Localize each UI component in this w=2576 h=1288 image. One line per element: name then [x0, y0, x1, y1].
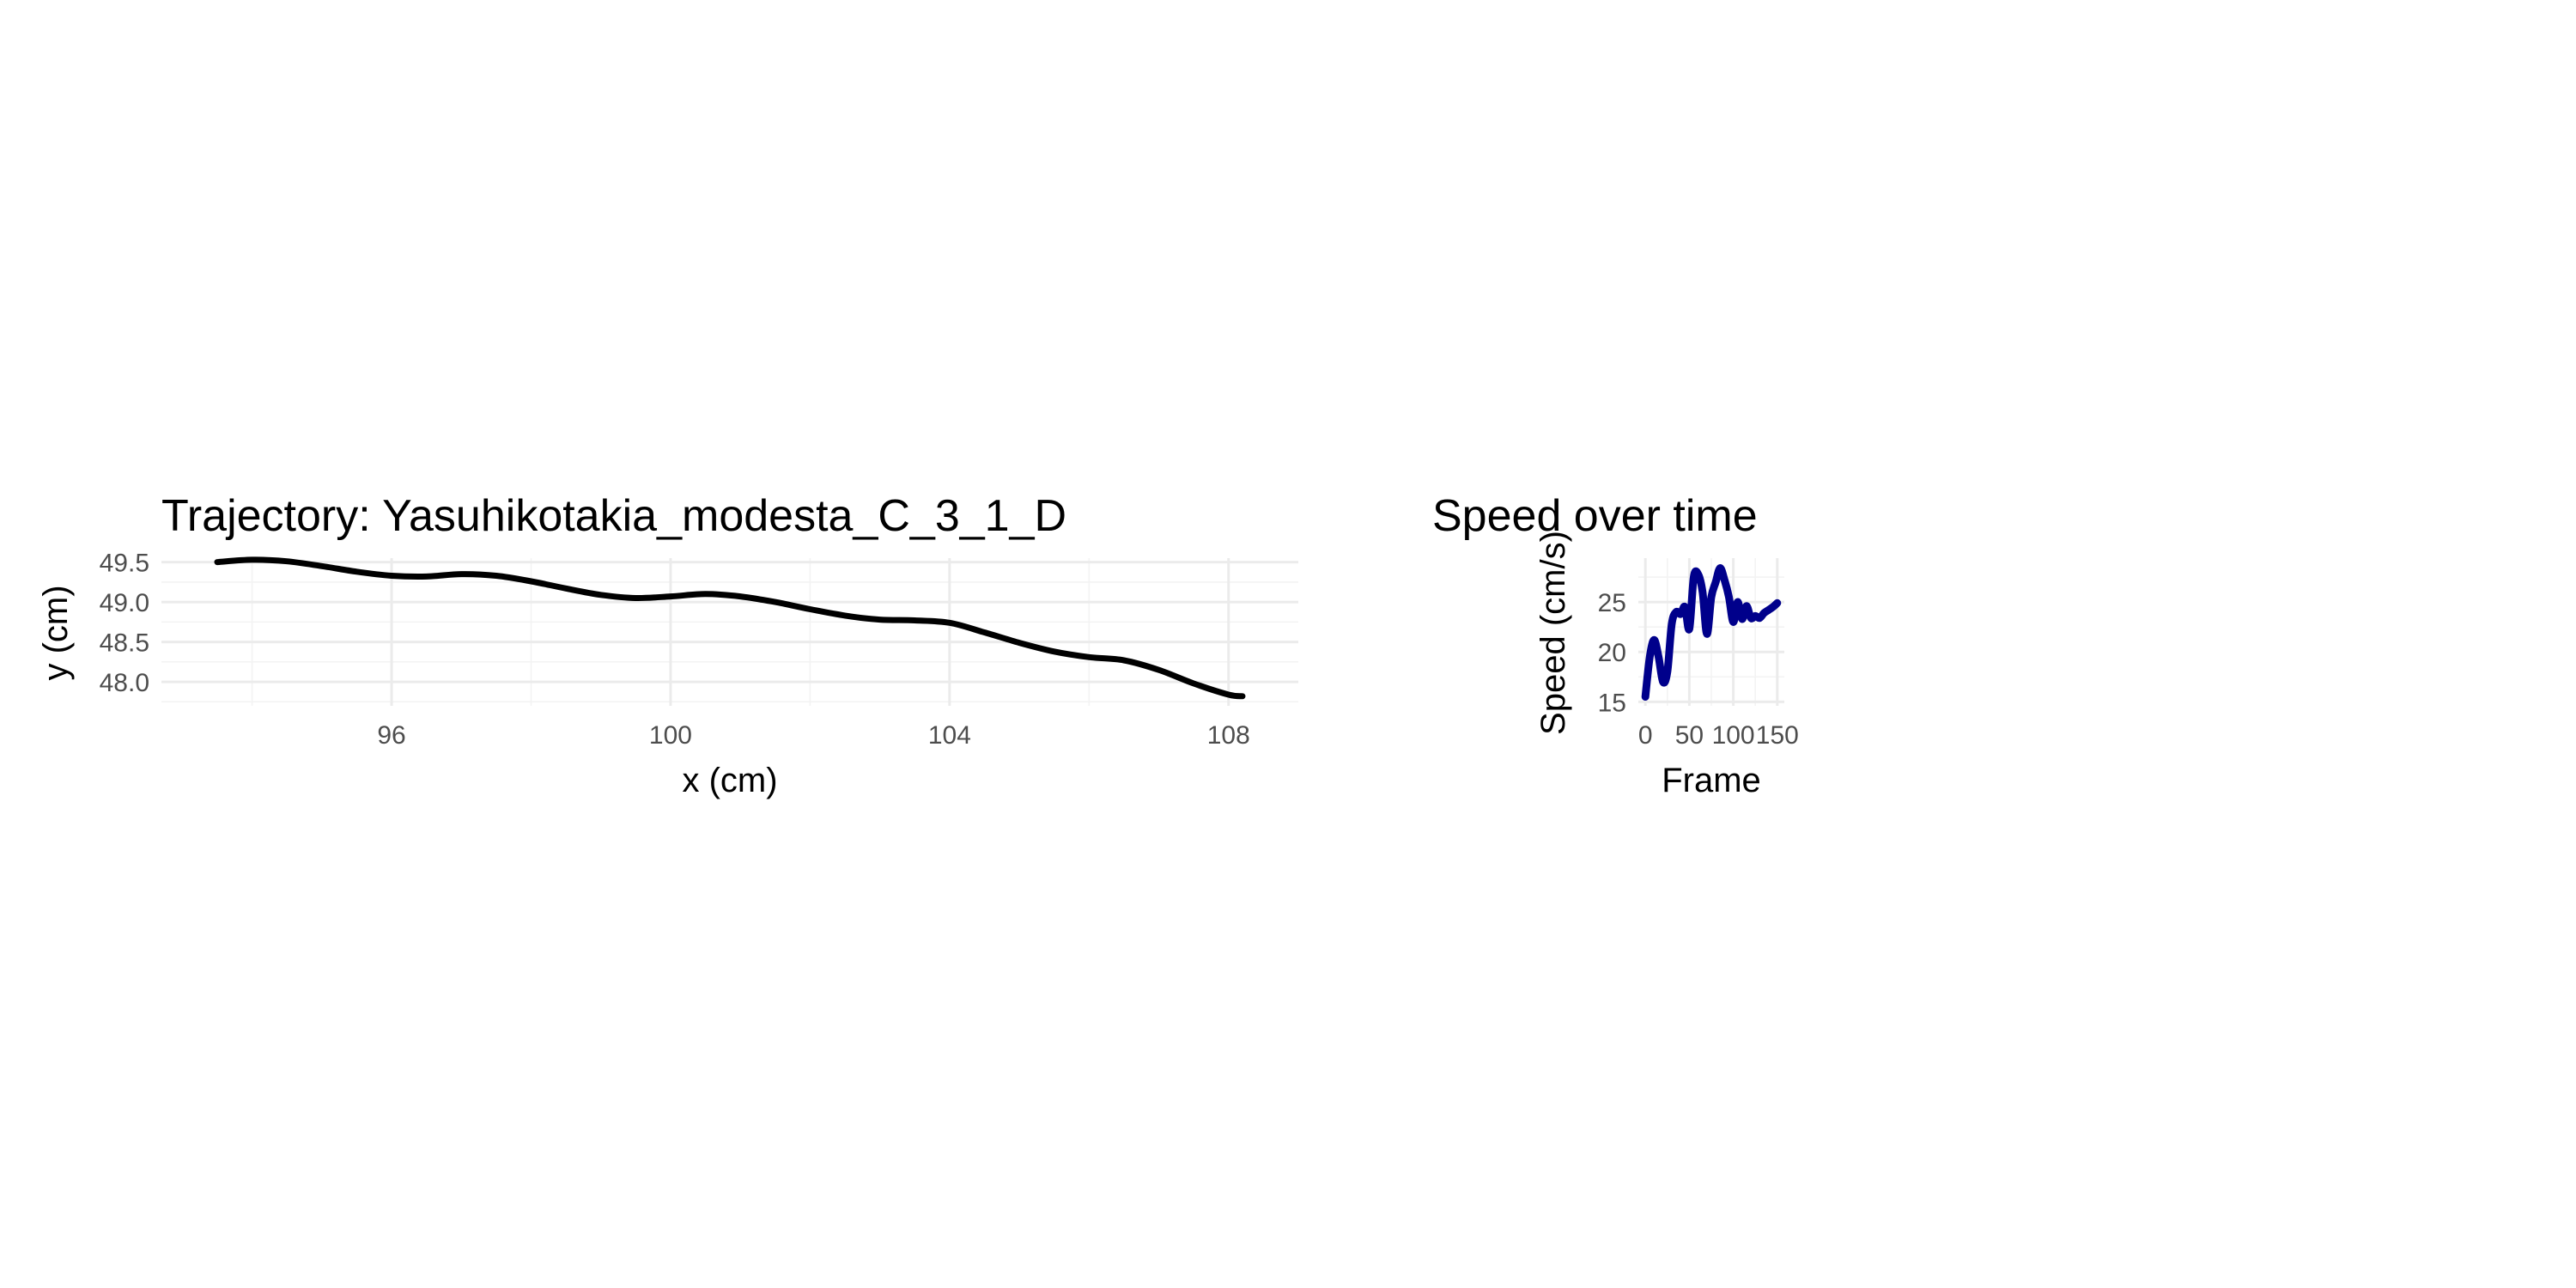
trajectory-panel: Trajectory: Yasuhikotakia_modesta_C_3_1_… — [37, 491, 1298, 799]
speed-x-tick-labels: 0 50 100 150 — [1638, 721, 1799, 750]
trajectory-y-tick-label: 49.5 — [100, 550, 149, 578]
trajectory-line-layer — [214, 556, 1246, 700]
speed-line-layer — [1641, 564, 1782, 701]
trajectory-x-tick-label: 108 — [1207, 721, 1250, 750]
speed-series-line — [1641, 564, 1782, 701]
trajectory-x-tick-labels: 96 100 104 108 — [377, 721, 1249, 750]
trajectory-x-tick-label: 104 — [928, 721, 971, 750]
trajectory-x-tick-label: 100 — [649, 721, 692, 750]
trajectory-series-line — [214, 556, 1246, 700]
speed-x-tick-label: 0 — [1638, 721, 1653, 750]
trajectory-x-tick-label: 96 — [377, 721, 405, 750]
trajectory-y-tick-label: 48.0 — [100, 669, 149, 697]
trajectory-y-tick-label: 49.0 — [100, 589, 149, 617]
speed-y-tick-label: 20 — [1598, 639, 1626, 667]
speed-y-tick-labels: 15 20 25 — [1598, 589, 1626, 717]
trajectory-title: Trajectory: Yasuhikotakia_modesta_C_3_1_… — [161, 491, 1066, 541]
trajectory-y-tick-labels: 48.0 48.5 49.0 49.5 — [100, 550, 149, 697]
trajectory-grid — [161, 558, 1298, 706]
speed-y-tick-label: 15 — [1598, 689, 1626, 717]
speed-y-tick-label: 25 — [1598, 589, 1626, 617]
speed-title: Speed over time — [1432, 491, 1758, 541]
speed-x-tick-label: 50 — [1675, 721, 1704, 750]
speed-x-tick-label: 100 — [1712, 721, 1755, 750]
trajectory-y-axis-title: y (cm) — [37, 585, 75, 680]
speed-panel: Speed over time 0 50 100 150 15 20 25 Frame S… — [1432, 491, 1799, 799]
speed-x-axis-title: Frame — [1662, 762, 1761, 799]
speed-y-axis-title: Speed (cm/s) — [1534, 531, 1572, 735]
trajectory-x-axis-title: x (cm) — [682, 762, 777, 799]
speed-x-tick-label: 150 — [1756, 721, 1799, 750]
trajectory-y-tick-label: 48.5 — [100, 629, 149, 658]
